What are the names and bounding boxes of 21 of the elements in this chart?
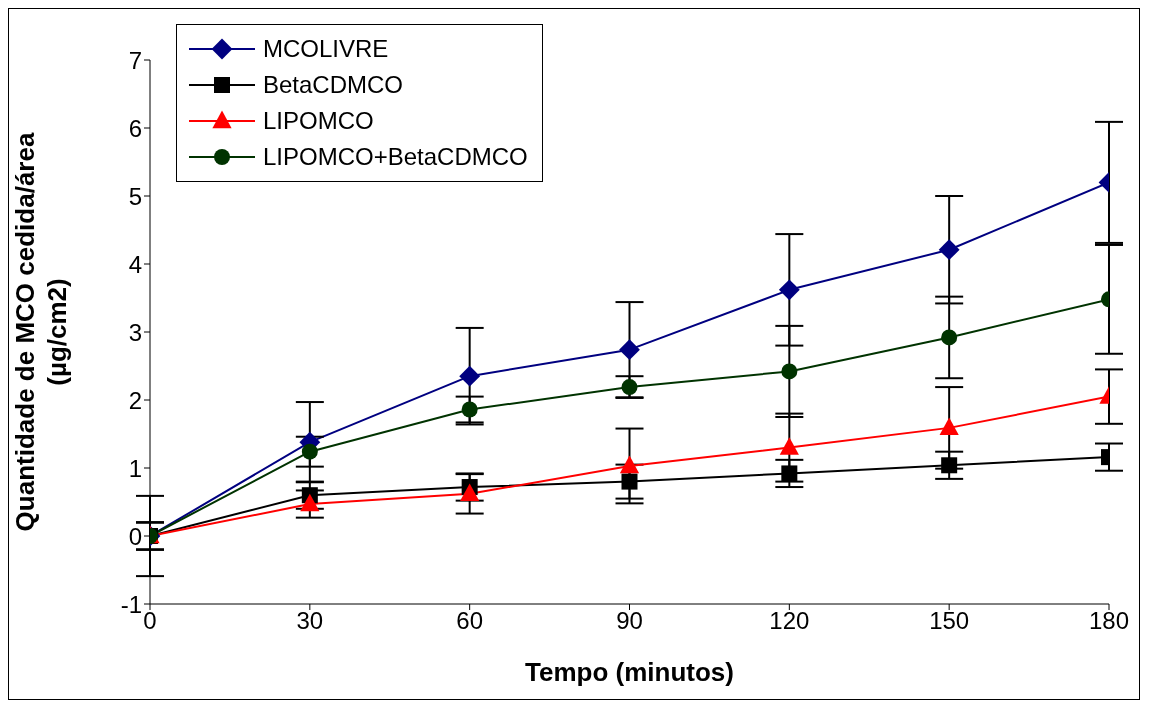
y-tick-label: 6 (128, 114, 142, 142)
legend-label: BetaCDMCO (263, 71, 404, 99)
legend-label: LIPOMCO (263, 107, 374, 135)
y-tick-label: 3 (128, 318, 142, 346)
x-tick-label: 30 (296, 607, 324, 635)
y-tick-label: 1 (128, 454, 142, 482)
y-tick-label: 0 (128, 522, 142, 550)
y-tick-label: 7 (128, 46, 142, 74)
x-tick-label: 180 (1088, 607, 1130, 635)
y-tick-label: 5 (128, 182, 142, 210)
x-tick-label: 90 (616, 607, 643, 635)
y-tick-label: 4 (128, 250, 142, 278)
x-tick-label: 150 (929, 607, 970, 635)
legend-label: MCOLIVRE (263, 35, 389, 63)
y-tick-label: 2 (128, 386, 142, 414)
x-tick-label: 60 (456, 607, 484, 635)
y-tick-label: -1 (120, 590, 142, 618)
y-axis-title: Quantidade de MCO cedida/área (µg/cm2) (10, 132, 72, 532)
x-tick-label: 120 (769, 607, 810, 635)
legend-label: LIPOMCO+BetaCDMCO (263, 143, 528, 171)
x-axis-title: Tempo (minutos) (525, 657, 734, 687)
